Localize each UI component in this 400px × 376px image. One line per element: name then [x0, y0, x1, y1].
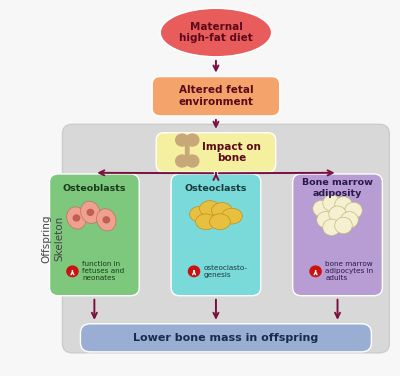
Text: Maternal
high-fat diet: Maternal high-fat diet [179, 22, 253, 43]
Ellipse shape [200, 201, 220, 217]
FancyBboxPatch shape [50, 174, 139, 296]
Circle shape [313, 200, 330, 217]
Circle shape [329, 206, 346, 223]
Text: osteoclasto-
genesis: osteoclasto- genesis [204, 265, 248, 278]
FancyBboxPatch shape [62, 124, 389, 353]
Ellipse shape [210, 214, 230, 230]
Ellipse shape [160, 8, 272, 57]
FancyBboxPatch shape [80, 324, 372, 352]
Circle shape [103, 217, 110, 223]
Circle shape [176, 134, 188, 146]
Text: function in
fetuses and
neonates: function in fetuses and neonates [82, 261, 124, 281]
Circle shape [335, 217, 352, 234]
Text: Osteoclasts: Osteoclasts [185, 184, 247, 193]
FancyBboxPatch shape [293, 174, 382, 296]
Text: Offspring: Offspring [42, 214, 52, 263]
Ellipse shape [67, 207, 86, 229]
Text: Osteoblasts: Osteoblasts [63, 184, 126, 193]
Circle shape [310, 266, 321, 277]
Circle shape [335, 197, 352, 213]
Circle shape [87, 209, 94, 215]
Circle shape [73, 215, 80, 221]
Circle shape [323, 219, 340, 236]
Circle shape [188, 266, 200, 277]
Circle shape [345, 202, 362, 219]
FancyBboxPatch shape [171, 174, 261, 296]
Ellipse shape [196, 214, 216, 230]
Ellipse shape [81, 201, 100, 223]
FancyBboxPatch shape [156, 133, 276, 172]
Ellipse shape [212, 203, 232, 218]
Text: Altered fetal
environment: Altered fetal environment [178, 85, 254, 107]
Text: bone marrow
adipocytes in
adults: bone marrow adipocytes in adults [325, 261, 373, 281]
Circle shape [317, 212, 334, 228]
FancyBboxPatch shape [152, 77, 280, 116]
Circle shape [186, 134, 199, 146]
Circle shape [67, 266, 78, 277]
Text: Bone marrow
adiposity: Bone marrow adiposity [302, 179, 373, 198]
Circle shape [186, 155, 199, 167]
Text: Impact on
bone: Impact on bone [202, 142, 261, 163]
Ellipse shape [222, 208, 242, 224]
Circle shape [176, 155, 188, 167]
Text: Skeleton: Skeleton [55, 216, 65, 261]
Ellipse shape [96, 209, 116, 231]
Text: Lower bone mass in offspring: Lower bone mass in offspring [133, 333, 318, 343]
Ellipse shape [190, 206, 210, 222]
FancyBboxPatch shape [185, 141, 190, 160]
Circle shape [323, 195, 340, 211]
Circle shape [341, 212, 358, 228]
